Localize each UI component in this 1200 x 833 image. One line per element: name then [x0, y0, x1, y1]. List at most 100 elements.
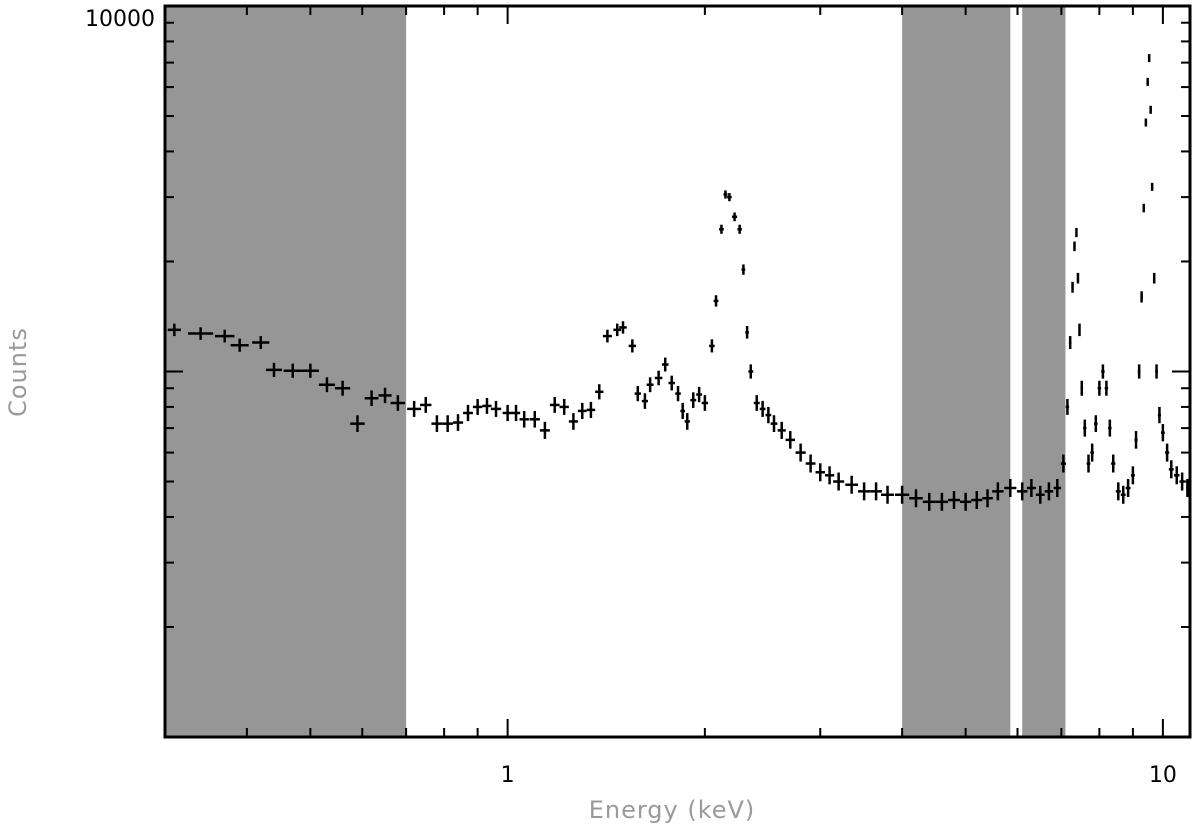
data-point — [568, 413, 578, 430]
data-point — [390, 395, 406, 411]
data-point — [188, 327, 214, 340]
data-point — [1078, 323, 1081, 337]
data-point — [675, 385, 681, 402]
data-point — [1101, 364, 1105, 379]
data-point — [318, 377, 336, 393]
data-point — [909, 489, 923, 508]
data-point — [1142, 203, 1146, 213]
data-point — [463, 404, 473, 422]
data-point — [727, 193, 732, 202]
data-point — [1075, 227, 1078, 238]
data-point — [1035, 485, 1045, 504]
data-point — [1076, 272, 1080, 284]
shaded-region — [902, 6, 1011, 737]
labels: Energy (keV) Counts 1 10 10000 — [4, 7, 1177, 824]
data-point — [833, 472, 845, 491]
data-point — [1004, 479, 1017, 498]
data-point — [1155, 364, 1158, 379]
data-point — [1144, 118, 1148, 127]
data-point — [490, 400, 502, 417]
data-point — [364, 390, 379, 406]
data-point — [1152, 272, 1156, 284]
data-point — [668, 375, 675, 391]
data-point — [628, 339, 637, 353]
data-point — [1083, 419, 1087, 437]
data-point — [1146, 77, 1149, 86]
data-point — [549, 397, 560, 413]
data-point — [1134, 431, 1138, 449]
shaded-regions — [165, 6, 1066, 737]
data-point — [870, 482, 882, 501]
data-point — [723, 190, 728, 199]
shaded-region — [1022, 6, 1066, 737]
data-point — [595, 384, 604, 400]
data-point — [1016, 482, 1028, 501]
data-point — [1026, 479, 1036, 498]
data-point — [785, 431, 796, 449]
data-point — [529, 411, 540, 428]
data-point — [795, 443, 806, 462]
data-point — [1104, 380, 1109, 396]
data-point — [519, 411, 529, 428]
data-point — [805, 454, 816, 473]
y-axis-title: Counts — [4, 327, 32, 417]
data-point — [1086, 454, 1091, 473]
data-point — [252, 336, 270, 350]
data-point — [214, 329, 235, 343]
data-point — [586, 401, 596, 418]
data-point — [1165, 443, 1170, 462]
data-point — [765, 406, 772, 424]
data-point — [1073, 241, 1076, 252]
y-tick-label: 10000 — [85, 7, 155, 32]
x-tick-label: 1 — [501, 763, 515, 788]
data-point — [1115, 482, 1121, 501]
x-tick-label: 10 — [1149, 763, 1177, 788]
data-point — [407, 400, 422, 417]
data-point — [1060, 454, 1066, 473]
data-point — [654, 370, 663, 386]
data-point — [452, 414, 464, 431]
data-point — [1147, 54, 1151, 63]
data-point — [1149, 105, 1152, 114]
data-point — [1111, 454, 1116, 473]
data-point — [759, 400, 766, 417]
data-point — [442, 415, 453, 433]
data-point — [732, 212, 738, 222]
data-point — [1044, 482, 1054, 501]
data-point — [634, 385, 641, 402]
data-point — [696, 386, 703, 403]
data-point — [559, 398, 569, 415]
data-point — [815, 463, 826, 482]
data-point — [482, 398, 492, 414]
data-point — [1065, 398, 1070, 415]
data-point — [881, 485, 895, 504]
data-point — [701, 395, 709, 411]
data-point — [1140, 291, 1143, 303]
data-point — [167, 323, 181, 337]
data-point — [1150, 182, 1154, 191]
data-point — [1053, 479, 1061, 498]
data-point — [283, 363, 302, 378]
data-point — [1130, 466, 1135, 485]
data-point — [1068, 336, 1072, 350]
data-point — [713, 295, 719, 307]
data-point — [737, 224, 742, 234]
data-point — [922, 492, 936, 511]
data-point — [431, 415, 443, 433]
data-point — [770, 415, 778, 433]
data-point — [1080, 380, 1084, 396]
data-point — [602, 329, 612, 343]
data-point — [709, 339, 715, 353]
data-point — [301, 363, 319, 378]
data-point — [334, 380, 351, 396]
data-point — [753, 395, 760, 411]
data-point — [1093, 415, 1098, 433]
data-point — [1160, 424, 1165, 442]
data-point — [661, 357, 669, 372]
data-point — [748, 364, 754, 379]
data-point — [1090, 443, 1094, 462]
data-point — [948, 491, 960, 510]
data-point — [511, 404, 521, 422]
data-point — [641, 393, 648, 409]
